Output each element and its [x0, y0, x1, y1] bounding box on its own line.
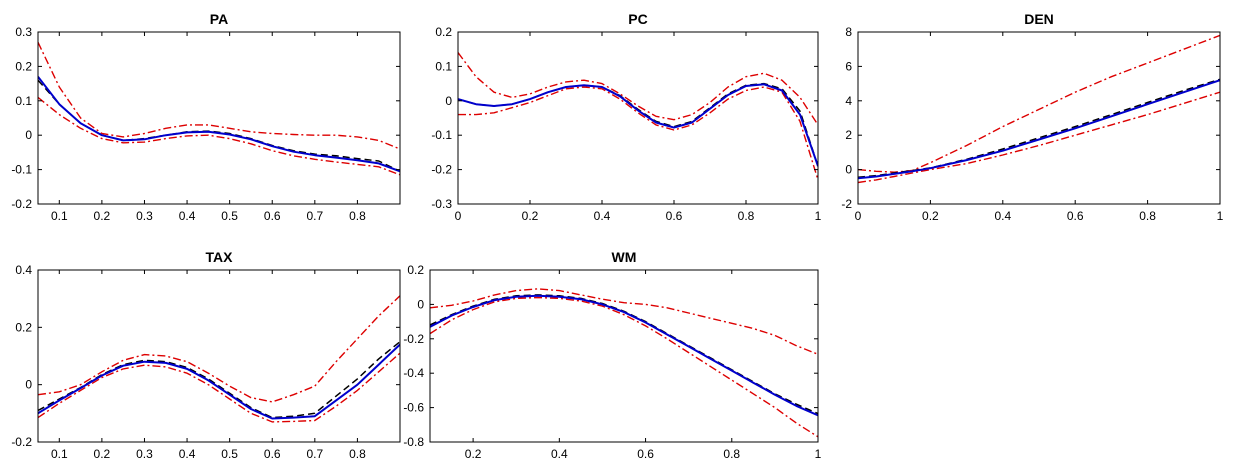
x-tick-label: 0.2 [94, 209, 111, 223]
series-line-upper [430, 288, 818, 355]
x-tick-label: 0.4 [551, 447, 568, 461]
x-tick-label: 0.8 [1139, 209, 1156, 223]
x-tick-label: 1 [1217, 209, 1224, 223]
series-line-estimate [858, 79, 1220, 180]
y-tick-label: -0.2 [11, 435, 32, 449]
series-line-upper [38, 295, 400, 403]
x-tick-label: 0.8 [723, 447, 740, 461]
x-tick-label: 0.4 [179, 209, 196, 223]
x-tick-label: 0 [455, 209, 462, 223]
y-tick-label: -0.4 [403, 366, 424, 380]
series-line-truth [858, 78, 1220, 179]
panel-pc: PC 0 0.2 0.4 0.6 0.8 1 -0.3 -0.2 -0.1 0 0.1 0.2 [431, 11, 821, 223]
series-line-lower [38, 352, 400, 423]
y-tick-label: 0.1 [435, 59, 452, 73]
y-tick-label: 0 [417, 297, 424, 311]
panel-pa: PA 0.1 0.2 0.3 0.4 0.5 0.6 0.7 0.8 -0.2 -0.1 0 0.1 0.… [11, 11, 401, 223]
y-tick-label: 8 [845, 25, 852, 39]
x-tick-label: 1 [815, 209, 822, 223]
y-tick-label: 0.2 [407, 263, 424, 277]
panel-wm: WM 0.2 0.4 0.6 0.8 1 -0.8 -0.6 -0.4 -0.2 0 0.2 [403, 249, 821, 461]
y-tick-label: 0.2 [15, 59, 32, 73]
y-tick-label: 0 [845, 163, 852, 177]
x-tick-label: 1 [815, 447, 822, 461]
series-line-upper [38, 41, 400, 150]
series-line-upper [458, 52, 818, 126]
y-tick-label: 0 [25, 378, 32, 392]
y-tick-label: -0.1 [431, 128, 452, 142]
series-group [38, 295, 400, 423]
axes-frame [857, 31, 1221, 205]
series-line-truth [458, 82, 818, 167]
y-tick-label: 0.1 [15, 94, 32, 108]
series-line-estimate [458, 83, 818, 167]
y-tick-label: 0.2 [435, 25, 452, 39]
y-tick-label: -0.8 [403, 435, 424, 449]
x-tick-label: 0.7 [306, 447, 323, 461]
y-tick-label: 4 [845, 94, 852, 108]
y-tick-label: -0.1 [11, 163, 32, 177]
panel-tax: TAX 0.1 0.2 0.3 0.4 0.5 0.6 0.7 0.8 -0.2 0 0.2 0.4 [11, 249, 401, 461]
axes-frame [37, 269, 401, 443]
x-tick-label: 0.6 [264, 447, 281, 461]
series-group [858, 34, 1220, 184]
y-tick-label: -0.3 [431, 197, 452, 211]
axes-frame [429, 269, 819, 443]
panel-title: TAX [206, 249, 234, 265]
y-tick-label: 0 [445, 94, 452, 108]
series-line-estimate [430, 294, 818, 417]
y-tick-label: 0.3 [15, 25, 32, 39]
x-tick-label: 0.4 [179, 447, 196, 461]
y-tick-label: 0.4 [15, 263, 32, 277]
panel-title: WM [612, 249, 637, 265]
axes-frame [37, 31, 401, 205]
series-line-lower [858, 91, 1220, 184]
x-tick-label: 0.3 [136, 209, 153, 223]
y-tick-label: 0 [25, 128, 32, 142]
series-group [38, 41, 400, 176]
x-tick-label: 0.6 [1067, 209, 1084, 223]
series-line-estimate [38, 76, 400, 173]
x-tick-label: 0.8 [349, 209, 366, 223]
series-group [430, 288, 818, 438]
x-tick-label: 0.6 [637, 447, 654, 461]
panel-title: DEN [1024, 11, 1054, 27]
series-line-lower [458, 86, 818, 181]
x-tick-label: 0.4 [594, 209, 611, 223]
x-tick-label: 0.6 [666, 209, 683, 223]
y-tick-label: -0.2 [11, 197, 32, 211]
x-tick-label: 0.8 [738, 209, 755, 223]
series-line-lower [430, 296, 818, 438]
x-tick-label: 0.5 [221, 447, 238, 461]
x-tick-label: 0.2 [522, 209, 539, 223]
x-tick-label: 0.2 [94, 447, 111, 461]
y-tick-label: -0.6 [403, 401, 424, 415]
x-tick-label: 0.7 [306, 209, 323, 223]
x-tick-label: 0.2 [465, 447, 482, 461]
x-tick-label: 0.6 [264, 209, 281, 223]
x-tick-label: 0.5 [221, 209, 238, 223]
panel-title: PA [210, 11, 228, 27]
series-line-estimate [38, 343, 400, 420]
x-tick-label: 0.1 [51, 209, 68, 223]
y-tick-label: -0.2 [403, 332, 424, 346]
y-tick-label: 6 [845, 59, 852, 73]
x-tick-label: 0 [855, 209, 862, 223]
x-tick-label: 0.1 [51, 447, 68, 461]
series-line-upper [858, 34, 1220, 173]
y-tick-label: 0.2 [15, 320, 32, 334]
panel-title: PC [628, 11, 647, 27]
x-tick-label: 0.8 [349, 447, 366, 461]
y-tick-label: 2 [845, 128, 852, 142]
x-tick-label: 0.3 [136, 447, 153, 461]
series-group [458, 52, 818, 181]
x-tick-label: 0.2 [922, 209, 939, 223]
axes-frame [457, 31, 819, 205]
x-tick-label: 0.4 [994, 209, 1011, 223]
series-line-lower [38, 96, 400, 176]
y-tick-label: -2 [841, 197, 852, 211]
y-tick-label: -0.2 [431, 163, 452, 177]
